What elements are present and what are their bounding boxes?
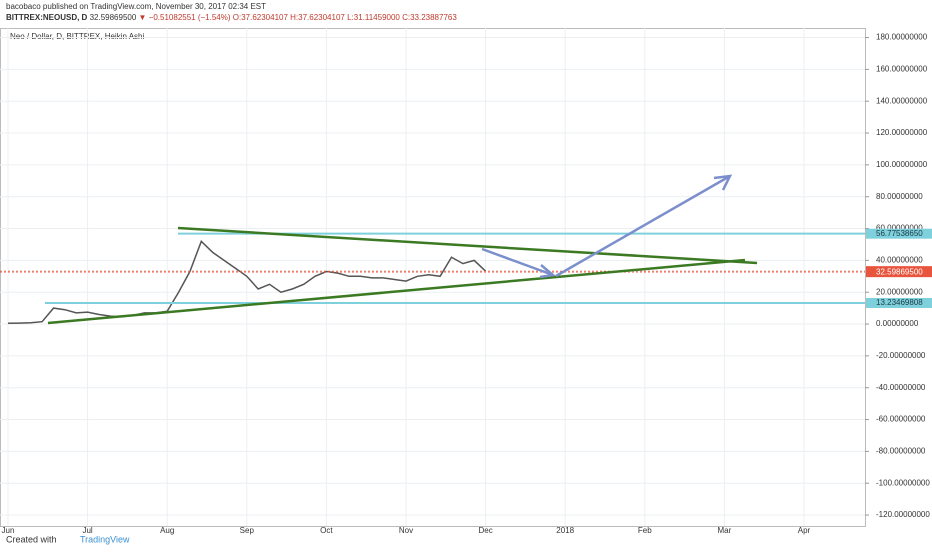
x-tick-label: Jun (2, 526, 15, 535)
y-tick-label: 140.00000000 (876, 96, 928, 105)
publisher: bacobaco published on TradingView.com, N… (6, 2, 266, 11)
y-tick-label: 100.00000000 (876, 160, 928, 169)
trend-line (47, 258, 746, 325)
y-tick-label: -120.00000000 (876, 510, 930, 519)
x-tick-label: Sep (240, 526, 255, 535)
x-tick-label: Nov (399, 526, 413, 535)
chart-title: Neo / Dollar, D, BITTREX, Heikin Ashi (10, 32, 144, 41)
footer-created: Created with (6, 534, 57, 544)
y-tick-label: -20.00000000 (876, 351, 926, 360)
y-tick-label: -40.00000000 (876, 383, 926, 392)
price-tag (866, 267, 932, 278)
y-tick-label: -80.00000000 (876, 446, 926, 455)
y-tick-label: 180.00000000 (876, 33, 928, 42)
x-tick-label: Feb (638, 526, 652, 535)
y-tick-label: 20.00000000 (876, 287, 923, 296)
trend-line (177, 226, 758, 265)
x-tick-label: Mar (718, 526, 732, 535)
y-tick-label: 160.00000000 (876, 64, 928, 73)
price-tag (866, 297, 932, 308)
y-tick-label: 120.00000000 (876, 128, 928, 137)
y-tick-label: 80.00000000 (876, 192, 923, 201)
symbol: BITTREX:NEOUSD, D 32.59869500 ▼ −0.51082… (6, 13, 457, 22)
y-tick-label: -60.00000000 (876, 415, 926, 424)
y-tick-label: 60.00000000 (876, 224, 923, 233)
price-tag-label: 56.77538650 (876, 229, 923, 238)
drawings (47, 174, 758, 325)
x-tick-label: Aug (160, 526, 174, 535)
y-tick-label: 0.00000000 (876, 319, 919, 328)
plot-frame (0, 28, 866, 527)
x-tick-label: Apr (798, 526, 811, 535)
price-tag (866, 228, 932, 239)
arrow-head (713, 174, 733, 191)
price-tag-label: 13.23469808 (876, 298, 923, 307)
x-tick-label: Dec (478, 526, 492, 535)
arrow (481, 247, 554, 277)
price-tag-label: 32.59869500 (876, 267, 923, 276)
x-tick-label: Oct (320, 526, 333, 535)
arrow (555, 174, 731, 278)
x-tick-label: 2018 (556, 526, 574, 535)
arrow-head (539, 264, 556, 279)
y-tick-label: 40.00000000 (876, 255, 923, 264)
footer-brand[interactable]: TradingView (80, 534, 130, 544)
y-tick-label: -100.00000000 (876, 478, 930, 487)
x-tick-label: Jul (82, 526, 92, 535)
price-line (7, 239, 487, 324)
